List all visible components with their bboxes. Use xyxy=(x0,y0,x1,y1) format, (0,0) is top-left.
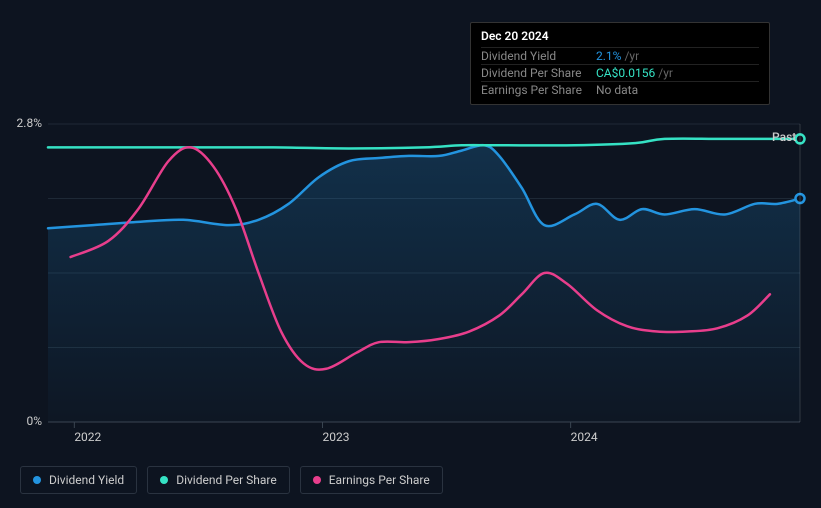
tooltip-row-value: CA$0.0156 xyxy=(596,66,655,80)
y-axis-label: 2.8% xyxy=(0,116,42,130)
legend-dot-icon xyxy=(313,476,321,484)
tooltip-date: Dec 20 2024 xyxy=(481,29,759,43)
tooltip-row-unit: /yr xyxy=(658,66,673,80)
x-axis-label: 2022 xyxy=(74,430,101,444)
legend: Dividend Yield Dividend Per Share Earnings… xyxy=(20,466,443,494)
tooltip-row: Dividend Yield2.1%/yr xyxy=(481,47,759,64)
tooltip-row-label: Dividend Yield xyxy=(481,49,596,63)
y-axis-label: 0% xyxy=(0,414,42,428)
tooltip-row: Dividend Per ShareCA$0.0156/yr xyxy=(481,64,759,81)
tooltip-rows: Dividend Yield2.1%/yrDividend Per ShareC… xyxy=(481,47,759,98)
tooltip-row-unit: /yr xyxy=(624,49,639,63)
legend-dot-icon xyxy=(33,476,41,484)
tooltip-row-value: No data xyxy=(596,83,638,97)
legend-dot-icon xyxy=(160,476,168,484)
tooltip-row: Earnings Per ShareNo data xyxy=(481,81,759,98)
legend-item[interactable]: Dividend Per Share xyxy=(147,466,290,494)
past-label: Past xyxy=(772,130,796,144)
legend-item[interactable]: Dividend Yield xyxy=(20,466,137,494)
legend-label: Dividend Yield xyxy=(49,473,124,487)
tooltip-row-label: Earnings Per Share xyxy=(481,83,596,97)
legend-label: Earnings Per Share xyxy=(329,473,430,487)
legend-label: Dividend Per Share xyxy=(176,473,277,487)
tooltip-row-value: 2.1% xyxy=(596,49,621,63)
x-axis-label: 2024 xyxy=(571,430,598,444)
tooltip-row-label: Dividend Per Share xyxy=(481,66,596,80)
chart-container: Dec 20 2024 Dividend Yield2.1%/yrDividen… xyxy=(0,0,821,508)
legend-item[interactable]: Earnings Per Share xyxy=(300,466,443,494)
x-axis-label: 2023 xyxy=(322,430,349,444)
tooltip: Dec 20 2024 Dividend Yield2.1%/yrDividen… xyxy=(470,22,770,105)
